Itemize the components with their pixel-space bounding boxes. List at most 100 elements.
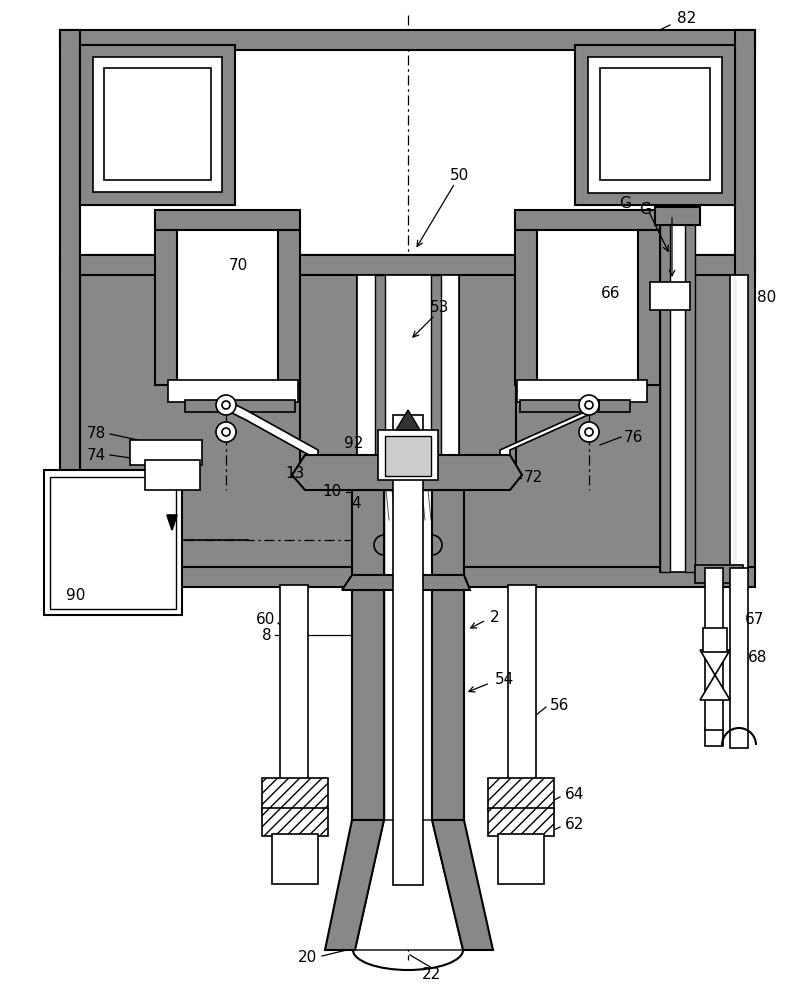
Bar <box>357 275 459 475</box>
Bar <box>262 778 328 810</box>
Bar <box>654 207 699 225</box>
Bar <box>44 470 181 615</box>
Bar <box>155 210 300 230</box>
Bar <box>638 230 659 385</box>
Bar <box>536 230 638 385</box>
Circle shape <box>222 401 230 409</box>
Circle shape <box>578 422 598 442</box>
Text: 74: 74 <box>87 448 106 462</box>
Bar <box>520 400 630 412</box>
Bar <box>271 834 318 884</box>
Bar <box>80 45 234 205</box>
Bar <box>352 580 384 820</box>
Bar <box>130 440 202 465</box>
Bar <box>704 728 722 746</box>
Text: 4: 4 <box>351 495 361 510</box>
Polygon shape <box>699 650 729 675</box>
Bar <box>80 50 734 255</box>
Bar <box>459 275 516 475</box>
Bar <box>734 30 754 570</box>
Polygon shape <box>226 400 318 460</box>
Bar <box>374 275 385 475</box>
Circle shape <box>216 422 236 442</box>
Text: 72: 72 <box>524 471 543 486</box>
Text: 22: 22 <box>422 967 441 982</box>
Bar <box>497 834 544 884</box>
Text: 78: 78 <box>87 426 106 442</box>
Bar <box>279 585 308 785</box>
Text: 70: 70 <box>228 258 247 273</box>
Bar <box>168 380 298 402</box>
Bar <box>93 57 222 192</box>
Bar <box>185 400 295 412</box>
Polygon shape <box>291 455 521 490</box>
Text: 53: 53 <box>430 300 449 316</box>
Bar <box>397 420 418 880</box>
Bar <box>659 207 669 572</box>
Bar <box>515 210 659 230</box>
Bar <box>487 778 553 810</box>
Bar <box>50 477 176 609</box>
Bar <box>278 230 300 385</box>
Bar <box>729 275 747 571</box>
Bar <box>507 585 536 785</box>
Text: 56: 56 <box>549 698 569 712</box>
Bar <box>352 490 384 580</box>
Text: 20: 20 <box>298 950 317 965</box>
Text: 90: 90 <box>66 587 86 602</box>
Bar <box>104 68 210 180</box>
Polygon shape <box>167 515 177 530</box>
Text: 64: 64 <box>565 787 584 802</box>
Bar <box>145 460 200 490</box>
Bar <box>684 207 694 572</box>
Text: 62: 62 <box>565 817 584 832</box>
Polygon shape <box>324 820 384 950</box>
Bar <box>704 568 722 730</box>
Bar <box>60 30 80 570</box>
Bar <box>177 230 278 385</box>
Text: 13: 13 <box>285 466 304 482</box>
Text: 10: 10 <box>322 485 341 499</box>
Bar <box>431 490 463 580</box>
Circle shape <box>222 428 230 436</box>
Text: 8: 8 <box>262 628 271 643</box>
Bar <box>377 430 438 480</box>
Bar <box>60 30 754 50</box>
Bar <box>729 568 747 748</box>
Bar <box>430 275 441 475</box>
Bar <box>262 808 328 836</box>
Bar <box>599 68 709 180</box>
Text: 50: 50 <box>450 168 469 183</box>
Bar <box>659 207 694 572</box>
Circle shape <box>585 401 593 409</box>
Bar <box>515 230 536 385</box>
Circle shape <box>216 395 236 415</box>
Bar <box>487 808 553 836</box>
Bar <box>80 255 734 570</box>
Bar <box>649 282 689 310</box>
Text: 68: 68 <box>747 650 766 666</box>
Bar <box>384 490 431 825</box>
Polygon shape <box>396 410 419 430</box>
Polygon shape <box>355 820 463 950</box>
Bar <box>431 575 463 590</box>
Text: 92: 92 <box>343 436 362 452</box>
Text: 76: 76 <box>623 430 642 444</box>
Circle shape <box>578 395 598 415</box>
Polygon shape <box>699 675 729 700</box>
Bar <box>732 278 736 568</box>
Bar <box>702 628 726 652</box>
Bar <box>385 436 430 476</box>
Text: G: G <box>618 196 630 211</box>
Text: 2: 2 <box>489 610 499 626</box>
Text: 82: 82 <box>677 11 695 26</box>
Text: 66: 66 <box>600 286 619 302</box>
Bar <box>587 57 721 193</box>
Bar <box>574 45 734 205</box>
Text: G: G <box>638 202 650 218</box>
Bar <box>60 567 754 587</box>
Circle shape <box>585 428 593 436</box>
Bar <box>352 575 384 590</box>
Polygon shape <box>341 575 470 590</box>
Bar <box>300 275 357 475</box>
